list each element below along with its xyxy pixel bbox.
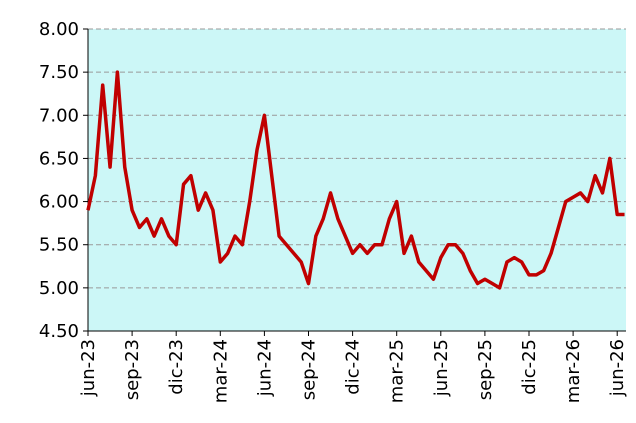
y-tick-label: 7.00 <box>39 105 79 126</box>
x-tick-label: dic-24 <box>343 339 364 395</box>
y-tick-label: 7.50 <box>39 62 79 83</box>
x-tick-label: jun-24 <box>254 339 275 397</box>
data-line <box>86 70 625 290</box>
x-tick-label: jun-25 <box>431 339 452 397</box>
x-tick-label: mar-24 <box>210 339 231 403</box>
x-tick-label: mar-26 <box>563 339 584 403</box>
y-tick-label: 4.50 <box>39 321 79 342</box>
y-tick-label: 6.50 <box>39 148 79 169</box>
x-tick-label: dic-25 <box>519 339 540 395</box>
x-tick-label: dic-23 <box>166 339 187 395</box>
y-tick-label: 8.00 <box>39 19 79 40</box>
y-tick-label: 6.00 <box>39 192 79 213</box>
y-tick-label: 5.50 <box>39 235 79 256</box>
x-tick-label: jun-23 <box>78 339 99 397</box>
x-tick-label: jun-26 <box>607 339 628 397</box>
x-tick-label: mar-25 <box>387 339 408 403</box>
y-tick-label: 5.00 <box>39 278 79 299</box>
x-tick-label: sep-25 <box>475 339 496 400</box>
x-tick-label: sep-24 <box>299 339 320 400</box>
x-tick-label: sep-23 <box>122 339 143 400</box>
plot-area <box>88 29 626 331</box>
